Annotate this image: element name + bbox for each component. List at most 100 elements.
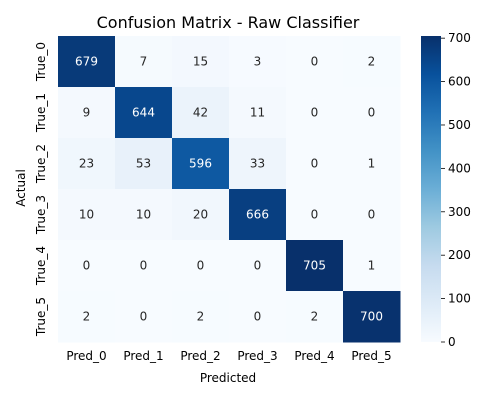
cell-value-label: 11 [250,106,265,120]
heatmap-cell [172,291,230,343]
heatmap-cell [343,36,401,88]
y-tick-label: True_2 [34,144,48,184]
colorbar-ticks: 0 100 200 300 400 500 600 700 [441,31,471,349]
heatmap-cell [115,87,173,139]
heatmap-cell [115,189,173,241]
heatmap-cell [286,36,344,88]
heatmap-cell [286,87,344,139]
cell-value-label: 1 [368,157,376,171]
heatmap-cell [172,138,230,190]
cell-value-label: 0 [368,208,376,222]
cell-value-label: 10 [79,208,94,222]
cell-value-label: 596 [189,157,212,171]
heatmap-cell [229,291,287,343]
cell-value-label: 0 [254,259,262,273]
heatmap-cell [343,87,401,139]
cell-value-label: 0 [311,55,319,69]
heatmap-cell [115,240,173,292]
cell-value-label: 0 [311,157,319,171]
heatmap-cell [115,291,173,343]
colorbar-tick-label: 100 [448,292,471,306]
colorbar-tick-label: 600 [448,75,471,89]
colorbar-tick-label: 500 [448,118,471,132]
heatmap-cell [229,87,287,139]
heatmap-cell [58,291,116,343]
heatmap-cell [58,240,116,292]
heatmap-cells: 679 7 15 3 0 29 644 42 11 0 023 53 596 33 0 110 10 20 666 0… [58,36,401,343]
heatmap-cell [58,36,116,88]
cell-value-label: 53 [136,157,151,171]
heatmap-cell [286,138,344,190]
heatmap-cell [229,36,287,88]
cell-value-label: 10 [136,208,151,222]
heatmap-cell [115,138,173,190]
heatmap-cell [58,189,116,241]
cell-value-label: 9 [83,106,91,120]
heatmap-cell [229,189,287,241]
y-tick-label: True_1 [34,93,48,133]
cell-value-label: 0 [140,259,148,273]
heatmap-cell [172,87,230,139]
x-tick-label: Pred_4 [294,349,334,363]
heatmap-cell [343,240,401,292]
y-tick-label: True_5 [34,297,48,337]
colorbar [421,36,441,342]
cell-value-label: 23 [79,157,94,171]
cell-value-label: 7 [140,55,148,69]
cell-value-label: 0 [197,259,205,273]
cell-value-label: 0 [368,106,376,120]
heatmap-cell [172,36,230,88]
heatmap-cell [229,240,287,292]
y-tick-labels: True_0 True_1 True_2 True_3 True_4 True_5 [34,42,48,337]
cell-value-label: 33 [250,157,265,171]
heatmap-cell [343,138,401,190]
colorbar-tick-label: 400 [448,161,471,175]
heatmap-cell [115,36,173,88]
y-tick-label: True_0 [34,42,48,82]
cell-value-label: 1 [368,259,376,273]
heatmap-cell [172,189,230,241]
cell-value-label: 15 [193,55,208,69]
cell-value-label: 0 [140,310,148,324]
cell-value-label: 42 [193,106,208,120]
heatmap-cell [58,87,116,139]
chart-title: Confusion Matrix - Raw Classifier [97,13,360,32]
cell-value-label: 0 [83,259,91,273]
cell-value-label: 644 [132,106,155,120]
colorbar-tick-label: 700 [448,31,471,45]
cell-value-label: 2 [311,310,319,324]
heatmap-cell [343,189,401,241]
y-tick-label: True_4 [34,246,48,286]
heatmap-cell [286,240,344,292]
x-tick-label: Pred_3 [237,349,277,363]
cell-value-label: 705 [303,259,326,273]
y-tick-label: True_3 [34,195,48,235]
cell-value-label: 2 [368,55,376,69]
colorbar-tick-label: 300 [448,205,471,219]
y-axis-label: Actual [14,169,28,207]
cell-value-label: 666 [246,208,269,222]
cell-value-label: 0 [254,310,262,324]
heatmap-cell [343,291,401,343]
x-tick-label: Pred_1 [123,349,163,363]
heatmap-cell [286,189,344,241]
cell-value-label: 0 [311,208,319,222]
cell-value-label: 2 [83,310,91,324]
heatmap-cell [58,138,116,190]
heatmap-cell [229,138,287,190]
heatmap-cell [286,291,344,343]
heatmap-cell [172,240,230,292]
x-tick-label: Pred_0 [66,349,106,363]
x-tick-label: Pred_5 [351,349,391,363]
cell-value-label: 3 [254,55,262,69]
x-axis-label: Predicted [200,371,256,385]
x-tick-labels: Pred_0 Pred_1 Pred_2 Pred_3 Pred_4 Pred_5 [66,349,391,363]
colorbar-tick-label: 0 [448,335,456,349]
cell-value-label: 679 [75,55,98,69]
cell-value-label: 700 [360,310,383,324]
cell-value-label: 2 [197,310,205,324]
x-tick-label: Pred_2 [180,349,220,363]
colorbar-tick-label: 200 [448,248,471,262]
cell-value-label: 0 [311,106,319,120]
